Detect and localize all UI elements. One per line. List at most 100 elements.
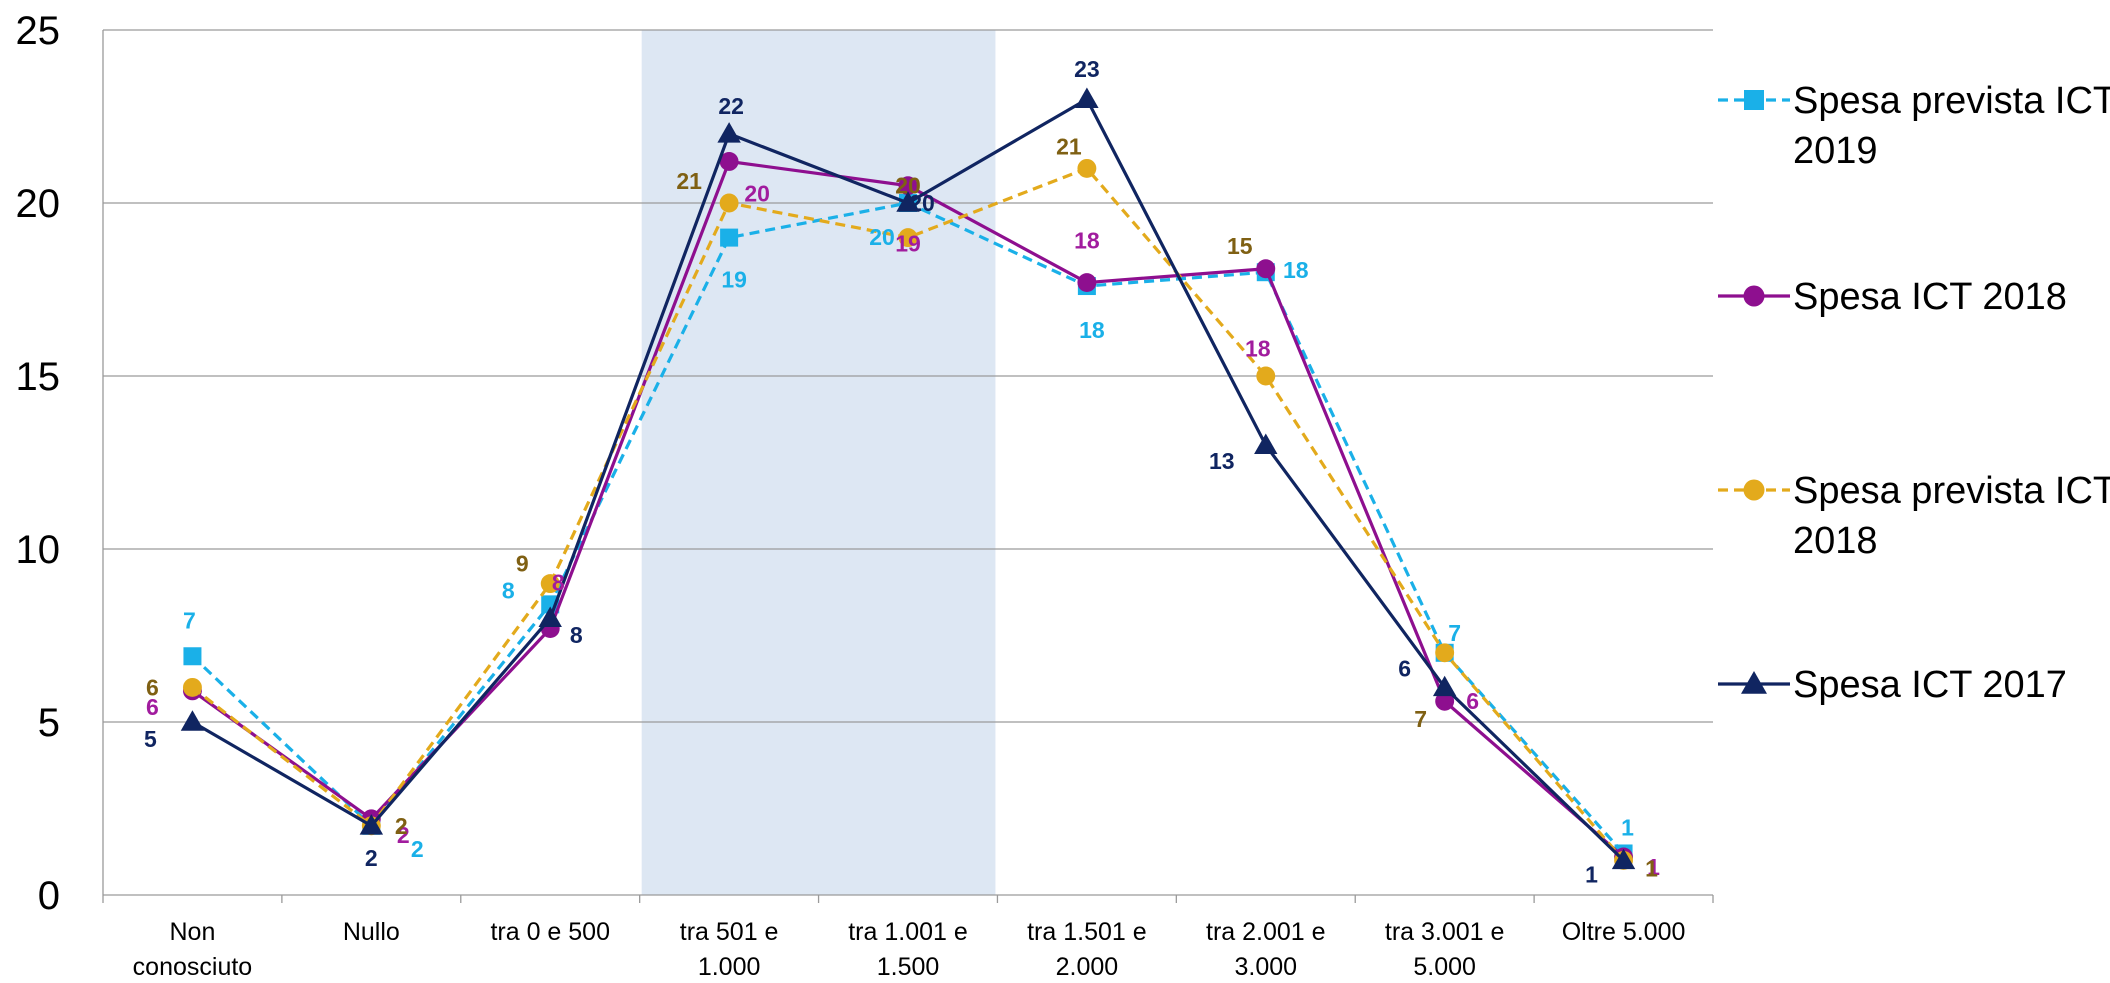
marker-triangle [1075,87,1099,108]
marker-circle [1256,366,1276,386]
y-tick-label: 0 [38,874,60,918]
legend: Spesa prevista ICT 2019 Spesa ICT 2018 Spes… [1718,80,2110,706]
legend-label: Spesa prevista ICT [1793,80,2110,122]
data-label: 18 [1074,228,1100,254]
highlight-band [641,30,996,895]
y-tick-label: 10 [16,528,61,572]
data-label: 8 [570,622,583,648]
marker-circle [719,193,739,213]
marker-triangle [1254,433,1278,454]
legend-item-2: Spesa prevista ICT 2018 [1718,470,2110,562]
marker-triangle [180,710,205,731]
data-label: 15 [1227,233,1253,259]
x-tick-label: Non [170,918,216,946]
y-tick-label: 5 [38,701,60,745]
marker-circle [898,228,918,248]
marker-circle [540,574,560,594]
data-label: 20 [895,173,921,199]
legend-label: Spesa ICT 2018 [1793,276,2067,318]
axes [102,30,1714,903]
data-label: 2 [411,836,424,862]
data-label: 8 [552,570,565,596]
x-tick-label: 3.000 [1234,953,1297,981]
legend-item-1: Spesa ICT 2018 [1718,276,2067,318]
data-label: 1 [1645,855,1658,881]
data-label: 1 [1647,854,1660,880]
x-tick-label: 1.500 [877,953,940,981]
grid [103,29,1713,723]
marker-circle [182,677,202,697]
marker-square [1744,90,1764,110]
data-label: 8 [502,577,515,603]
x-tick-label: tra 1.501 e [1027,918,1147,946]
legend-label: 2018 [1793,520,1878,562]
marker-triangle [1432,675,1457,697]
marker-circle [1743,479,1765,501]
data-label: 2 [395,813,408,839]
marker-triangle [1741,671,1767,694]
marker-circle [898,176,918,196]
data-label: 9 [516,551,529,577]
x-tick-label: 2.000 [1056,953,1119,981]
marker-triangle [896,191,920,212]
x-tick-label: tra 0 e 500 [490,918,610,946]
data-label: 13 [1209,448,1235,474]
legend-label: 2019 [1793,130,1878,172]
marker-circle [1435,643,1455,663]
data-label: 18 [1245,336,1271,362]
data-label: 5 [144,726,157,752]
data-label: 7 [1448,620,1461,646]
data-label: 20 [744,180,770,206]
data-label: 1 [1585,861,1598,887]
y-tick-label: 25 [16,9,61,53]
y-tick-label: 15 [16,355,61,399]
data-label: 2 [397,822,410,848]
marker-square [183,647,202,666]
marker-circle [1256,259,1276,279]
data-label: 19 [895,231,921,257]
legend-item-0: Spesa prevista ICT 2019 [1718,80,2110,172]
data-label: 6 [146,694,159,720]
y-axis-ticks: 0 5 10 15 20 25 [16,9,61,918]
data-label: 20 [869,224,895,250]
x-tick-label: tra 3.001 e [1385,918,1505,946]
legend-label: Spesa ICT 2017 [1793,664,2067,706]
data-label: 6 [146,674,159,700]
x-tick-label: tra 2.001 e [1206,918,1326,946]
series-group [180,87,1636,870]
x-tick-label: Nullo [343,918,400,946]
data-label: 6 [1398,655,1411,681]
data-label: 2 [365,845,378,871]
series-3 [180,87,1636,870]
data-label: 21 [1056,133,1082,159]
legend-label: Spesa prevista ICT [1793,470,2110,512]
x-tick-label: Oltre 5.000 [1562,918,1686,946]
marker-circle [719,152,739,171]
data-label: 18 [1079,317,1105,343]
y-tick-label: 20 [16,182,61,226]
data-label: 1 [1621,814,1634,840]
data-label: 23 [1074,56,1100,82]
data-label: 18 [1283,257,1309,283]
x-tick-label: 5.000 [1413,953,1476,981]
data-label: 21 [676,168,702,194]
marker-square [720,228,739,247]
data-label: 19 [721,267,747,293]
marker-circle [1077,158,1097,178]
marker-triangle [538,606,562,627]
data-label: 22 [718,93,744,119]
data-label: 7 [183,607,196,633]
marker-circle [1435,691,1455,711]
data-label: 20 [909,190,935,216]
marker-circle [1077,273,1097,293]
marker-triangle [359,814,384,835]
x-tick-label: tra 501 e [680,918,779,946]
series-line [191,166,1625,862]
x-tick-label: conosciuto [133,953,253,981]
data-label: 6 [1466,688,1479,714]
x-tick-label: 1.000 [698,953,761,981]
legend-item-3: Spesa ICT 2017 [1718,664,2067,706]
x-tick-label: tra 1.001 e [848,918,968,946]
